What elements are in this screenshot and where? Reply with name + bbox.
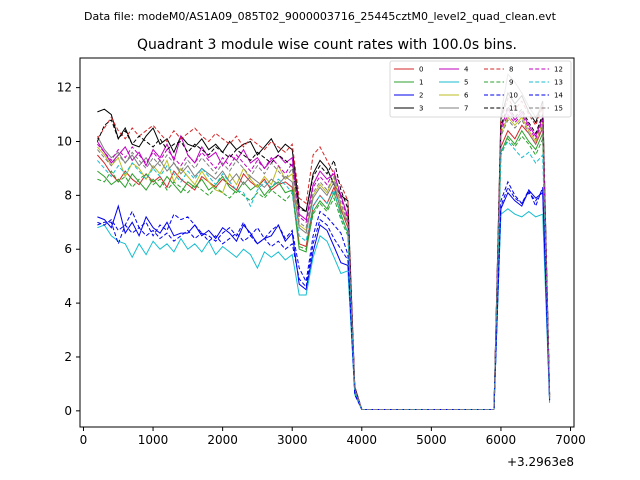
plot-area (96, 73, 551, 410)
legend-label-12: 12 (554, 66, 563, 74)
x-tick-label: 0 (80, 433, 88, 447)
legend-label-11: 11 (509, 105, 518, 113)
legend-label-2: 2 (419, 92, 423, 100)
series-line-6 (97, 116, 551, 410)
series-line-1 (97, 129, 551, 410)
legend-label-3: 3 (419, 105, 423, 113)
series-line-2 (97, 189, 551, 410)
legend-label-10: 10 (509, 92, 518, 100)
legend-label-15: 15 (554, 105, 563, 113)
y-tick-label: 4 (64, 296, 72, 310)
legend-label-6: 6 (464, 92, 469, 100)
series-line-10 (97, 180, 551, 410)
series-line-9 (97, 135, 551, 410)
legend-label-4: 4 (464, 66, 469, 74)
data-file-label: Data file: modeM0/AS1A09_085T02_90000037… (84, 10, 557, 23)
chart-title: Quadrant 3 module wise count rates with … (137, 37, 517, 53)
y-tick-label: 6 (64, 242, 72, 256)
legend-frame (389, 60, 572, 118)
x-tick-label: 1000 (138, 433, 169, 447)
series-line-5 (97, 208, 551, 410)
legend-label-5: 5 (464, 79, 468, 87)
x-tick-label: 7000 (555, 433, 586, 447)
legend-label-9: 9 (509, 79, 513, 87)
series-line-13 (97, 140, 551, 410)
y-tick-label: 12 (57, 81, 72, 95)
y-tick-label: 10 (57, 134, 72, 148)
x-tick-label: 6000 (486, 433, 517, 447)
legend-label-1: 1 (419, 79, 423, 87)
legend-label-13: 13 (554, 79, 563, 87)
series-line-7 (96, 73, 551, 410)
series-line-3 (97, 91, 551, 410)
x-tick-label: 4000 (347, 433, 378, 447)
series-line-8 (96, 97, 551, 410)
series-line-14 (97, 186, 551, 410)
legend-label-8: 8 (509, 66, 513, 74)
y-axis: 0 2 4 6 8 10 12 (57, 81, 80, 418)
axes-frame (79, 57, 575, 428)
x-axis: 0 1000 2000 3000 4000 5000 6000 7000 (80, 427, 586, 447)
x-tick-label: 5000 (416, 433, 447, 447)
y-tick-label: 8 (64, 188, 72, 202)
series-line-15 (97, 118, 551, 410)
y-tick-label: 2 (64, 350, 72, 364)
legend-label-14: 14 (554, 92, 563, 100)
x-tick-label: 3000 (277, 433, 308, 447)
series-line-12 (97, 113, 551, 410)
x-axis-offset-label: +3.2963e8 (507, 455, 574, 469)
x-tick-label: 2000 (207, 433, 238, 447)
legend-label-7: 7 (464, 105, 468, 113)
legend-label-0: 0 (419, 66, 423, 74)
y-tick-label: 0 (64, 404, 72, 418)
